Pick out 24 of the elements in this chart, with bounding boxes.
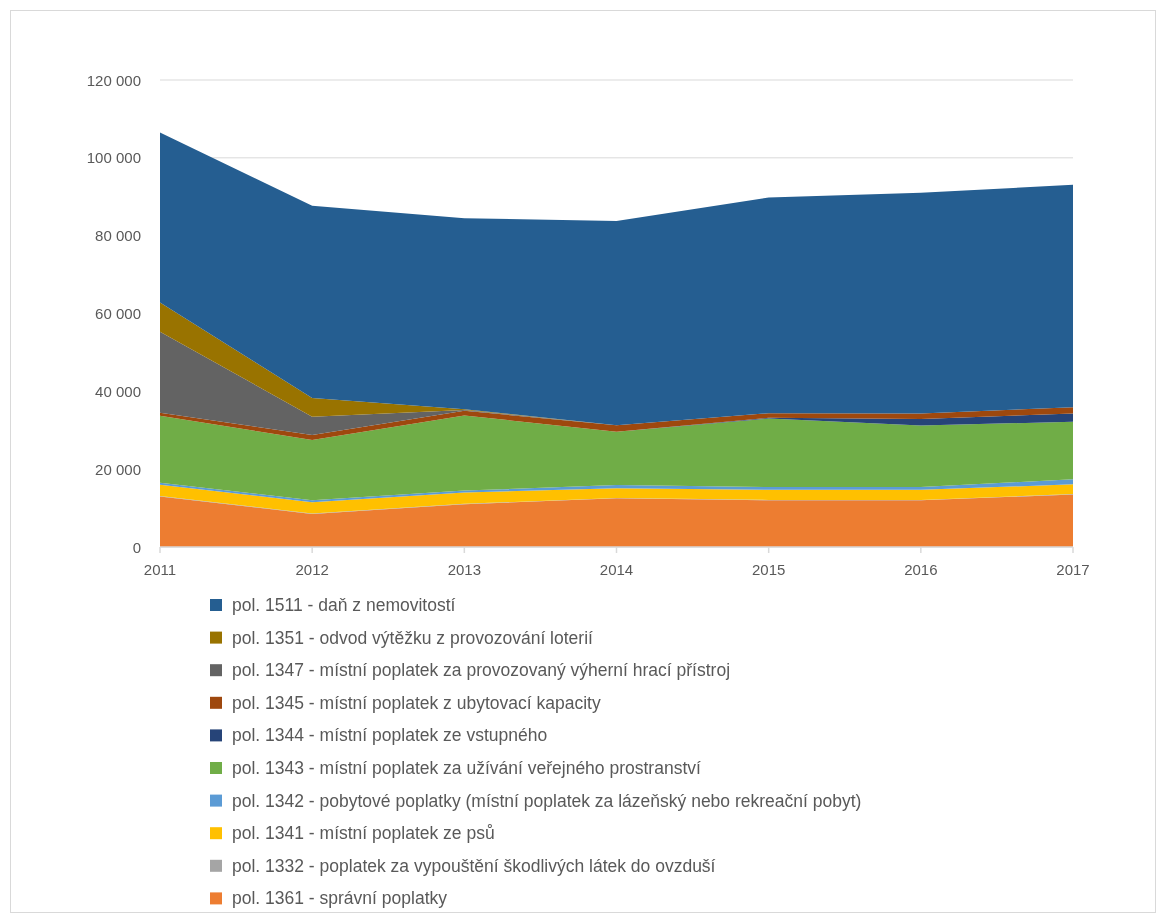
x-tick-label: 2017 [1056, 561, 1090, 578]
legend-label: pol. 1345 - místní poplatek z ubytovací kapacity [232, 692, 601, 713]
legend-label: pol. 1361 - správní poplatky [232, 888, 448, 909]
x-tick-label: 2013 [447, 561, 482, 578]
x-tick-label: 2012 [295, 561, 329, 578]
y-tick-label: 120 000 [86, 71, 141, 89]
y-tick-label: 80 000 [95, 227, 141, 245]
legend-label: pol. 1332 - poplatek za vypouštění škodlivých látek do ovzduší [232, 855, 716, 876]
x-tick-label: 2016 [904, 561, 938, 578]
legend-label: pol. 1343 - místní poplatek za užívání veřejného prostranství [232, 758, 702, 778]
y-tick-label: 40 000 [95, 382, 141, 400]
y-tick-label: 100 000 [86, 149, 141, 167]
x-tick-label: 2014 [599, 561, 634, 578]
legend-label: pol. 1342 - pobytové poplatky (místní poplatek za lázeňský nebo rekreační pobyt) [232, 790, 862, 811]
legend-label: pol. 1511 - daň z nemovitostí [232, 595, 456, 615]
legend-label: pol. 1347 - místní poplatek za provozovaný výherní hrací přístroj [232, 660, 731, 681]
x-tick-label: 2015 [751, 561, 786, 578]
legend-label: pol. 1341 - místní poplatek ze psů [232, 823, 495, 844]
y-tick-label: 20 000 [95, 460, 141, 478]
legend-label: pol. 1351 - odvod výtěžku z provozování loterií [232, 627, 594, 648]
x-tick-label: 2011 [143, 561, 177, 578]
y-tick-label: 60 000 [95, 305, 141, 322]
legend-label: pol. 1344 - místní poplatek ze vstupného [232, 725, 548, 746]
y-tick-label: 0 [132, 538, 141, 556]
